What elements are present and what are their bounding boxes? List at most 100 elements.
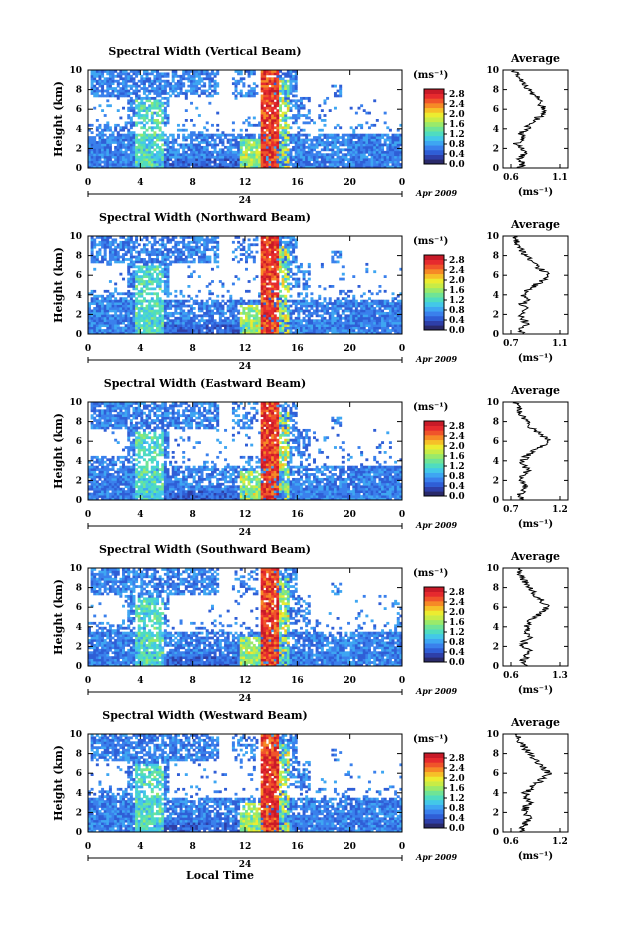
heatmap-cell [308, 153, 311, 156]
heatmap-cell [255, 151, 258, 154]
heatmap-cell [284, 246, 287, 249]
heatmap-cell [221, 310, 224, 313]
heatmap-cell [321, 263, 324, 266]
heatmap-cell [258, 158, 261, 161]
heatmap-cell [177, 317, 180, 320]
heatmap-cell [109, 292, 112, 295]
heatmap-cell [274, 314, 277, 317]
heatmap-cell [263, 112, 266, 115]
heatmap-cell [321, 310, 324, 313]
heatmap-cell [221, 312, 224, 315]
heatmap-cell [255, 275, 258, 278]
heatmap-cell [253, 302, 256, 305]
heatmap-cell [174, 90, 177, 93]
heatmap-cell [130, 329, 133, 332]
heatmap-cell [263, 268, 266, 271]
heatmap-cell [153, 280, 156, 283]
heatmap-cell [253, 146, 256, 149]
heatmap-cell [198, 324, 201, 327]
heatmap-cell [119, 153, 122, 156]
heatmap-cell [237, 144, 240, 147]
heatmap-cell [117, 156, 120, 159]
heatmap-cell [138, 270, 141, 273]
heatmap-cell [140, 148, 143, 151]
heatmap-cell [91, 156, 94, 159]
heatmap-cell [326, 141, 329, 144]
heatmap-cell [331, 314, 334, 317]
heatmap-cell [198, 261, 201, 264]
heatmap-cell [104, 317, 107, 320]
heatmap-cell [164, 80, 167, 83]
heatmap-cell [169, 141, 172, 144]
heatmap-cell [190, 144, 193, 147]
heatmap-cell [303, 319, 306, 322]
heatmap-cell [221, 305, 224, 308]
colorbar-tick-label: 1.6 [449, 120, 465, 130]
heatmap-cell [368, 134, 371, 137]
heatmap-cell [289, 319, 292, 322]
heatmap-cell [172, 329, 175, 332]
heatmap-cell [295, 148, 298, 151]
heatmap-cell [258, 329, 261, 332]
heatmap-cell [279, 246, 282, 249]
heatmap-cell [363, 144, 366, 147]
heatmap-cell [153, 163, 156, 166]
heatmap-cell [235, 153, 238, 156]
heatmap-cell [109, 158, 112, 161]
heatmap-cell [112, 131, 115, 134]
heatmap-cell [279, 80, 282, 83]
heatmap-cell [242, 121, 245, 124]
heatmap-cell [253, 139, 256, 142]
heatmap-cell [164, 82, 167, 85]
heatmap-cell [263, 317, 266, 320]
heatmap-cell [263, 290, 266, 293]
heatmap-cell [297, 300, 300, 303]
heatmap-cell [198, 327, 201, 330]
heatmap-cell [127, 248, 130, 251]
heatmap-cell [394, 148, 397, 151]
heatmap-cell [190, 156, 193, 159]
heatmap-cell [148, 312, 151, 315]
heatmap-cell [227, 290, 230, 293]
heatmap-cell [303, 287, 306, 290]
heatmap-cell [91, 163, 94, 166]
heatmap-cell [245, 134, 248, 137]
heatmap-cell [326, 144, 329, 147]
heatmap-cell [148, 161, 151, 164]
heatmap-cell [295, 136, 298, 139]
heatmap-cell [151, 90, 154, 93]
heatmap-cell [284, 153, 287, 156]
heatmap-cell [274, 273, 277, 276]
heatmap-cell [206, 153, 209, 156]
heatmap-cell [146, 90, 149, 93]
heatmap-cell [104, 324, 107, 327]
heatmap-cell [91, 139, 94, 142]
heatmap-cell [287, 307, 290, 310]
heatmap-cell [172, 324, 175, 327]
heatmap-cell [227, 319, 230, 322]
heatmap-cell [316, 329, 319, 332]
heatmap-cell [138, 300, 141, 303]
heatmap-cell [303, 312, 306, 315]
heatmap-cell [208, 283, 211, 286]
heatmap-cell [295, 151, 298, 154]
heatmap-cell [187, 310, 190, 313]
heatmap-cell [211, 144, 214, 147]
heatmap-cell [117, 307, 120, 310]
heatmap-cell [381, 136, 384, 139]
heatmap-cell [313, 148, 316, 151]
heatmap-cell [132, 265, 135, 268]
heatmap-cell [182, 124, 185, 127]
heatmap-cell [91, 319, 94, 322]
heatmap-cell [287, 124, 290, 127]
heatmap-cell [211, 139, 214, 142]
heatmap-cell [282, 134, 285, 137]
heatmap-cell [258, 156, 261, 159]
heatmap-cell [159, 153, 162, 156]
colorbar-swatch [424, 117, 444, 122]
heatmap-cell [287, 251, 290, 254]
heatmap-cell [98, 104, 101, 107]
heatmap-cell [337, 90, 340, 93]
heatmap-cell [289, 141, 292, 144]
heatmap-cell [206, 327, 209, 330]
